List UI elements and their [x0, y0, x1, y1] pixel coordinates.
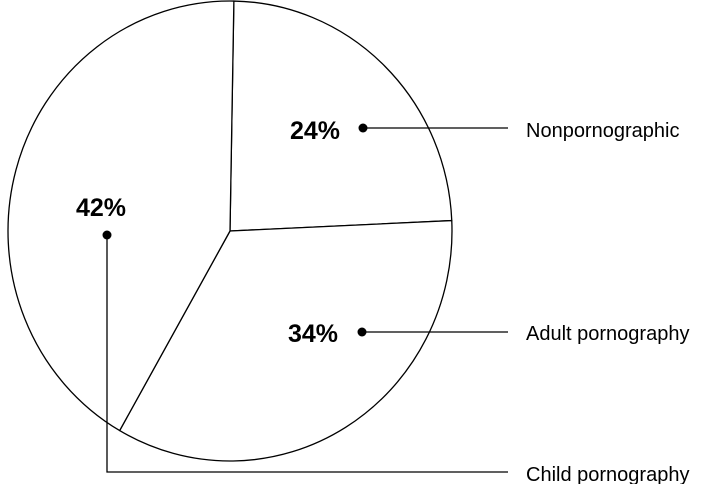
callout-dot-child-pornography — [102, 230, 112, 240]
slice-value-nonpornographic: 24% — [290, 117, 340, 145]
slice-label-child-pornography: Child pornography — [526, 464, 689, 484]
slice-label-adult-pornography: Adult pornography — [526, 323, 689, 345]
pie-slice-nonpornographic — [229, 0, 453, 232]
slice-value-adult-pornography: 34% — [288, 320, 338, 348]
callout-dot-adult-pornography — [357, 327, 367, 337]
callout-line-child-pornography — [106, 235, 508, 473]
slice-value-child-pornography: 42% — [76, 194, 126, 222]
slice-label-nonpornographic: Nonpornographic — [526, 120, 679, 142]
pie-slice-child-pornography — [7, 0, 235, 432]
pie-slices — [7, 0, 453, 462]
callout-dot-nonpornographic — [358, 123, 368, 133]
